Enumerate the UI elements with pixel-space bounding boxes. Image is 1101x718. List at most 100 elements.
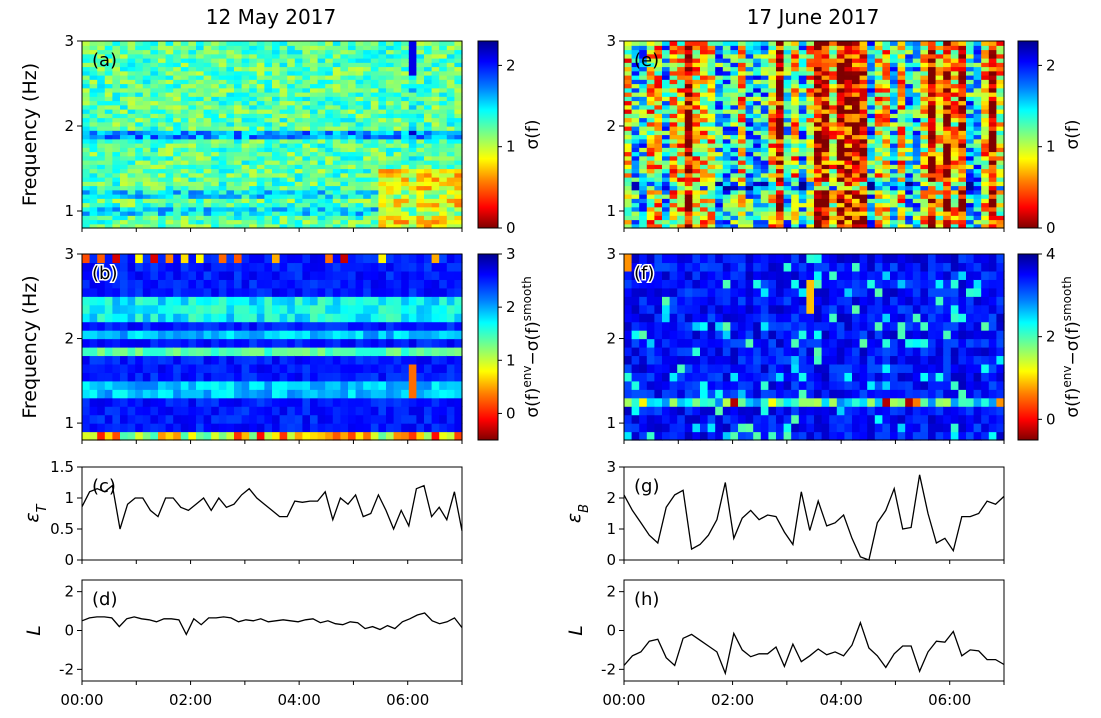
heatmap-cell bbox=[684, 49, 693, 55]
heatmap-cell bbox=[829, 164, 838, 170]
heatmap-cell bbox=[424, 406, 433, 416]
heatmap-cell bbox=[203, 198, 212, 204]
heatmap-cell bbox=[180, 313, 189, 323]
heatmap-cell bbox=[104, 138, 113, 144]
heatmap-cell bbox=[348, 62, 357, 68]
heatmap-cell bbox=[355, 414, 364, 424]
heatmap-cell bbox=[355, 104, 364, 110]
heatmap-cell bbox=[370, 181, 379, 187]
heatmap-cell bbox=[89, 198, 98, 204]
column-title-right: 17 June 2017 bbox=[747, 5, 880, 29]
heatmap-cell bbox=[287, 83, 296, 89]
heatmap-cell bbox=[82, 126, 91, 131]
heatmap-cell bbox=[340, 181, 349, 187]
heatmap-cell bbox=[446, 164, 455, 170]
heatmap-cell bbox=[241, 321, 250, 331]
heatmap-cell bbox=[226, 347, 235, 357]
heatmap-cell bbox=[165, 49, 174, 55]
heatmap-cell bbox=[874, 130, 883, 136]
heatmap-cell bbox=[325, 219, 334, 225]
heatmap-cell bbox=[294, 96, 303, 102]
heatmap-cell bbox=[692, 109, 701, 114]
heatmap-cell bbox=[829, 96, 838, 102]
heatmap-cell bbox=[378, 363, 387, 373]
heatmap-cell bbox=[378, 423, 387, 433]
heatmap-cell bbox=[416, 87, 425, 93]
heatmap-cell bbox=[279, 296, 288, 306]
heatmap-cell bbox=[89, 202, 98, 208]
heatmap-cell bbox=[180, 254, 189, 264]
heatmap-cell bbox=[188, 347, 197, 357]
heatmap-cell bbox=[226, 104, 235, 110]
heatmap-cell bbox=[768, 202, 777, 208]
heatmap-cell bbox=[272, 109, 281, 114]
heatmap-cell bbox=[287, 177, 296, 182]
heatmap-cell bbox=[158, 219, 167, 225]
heatmap-cell bbox=[662, 121, 671, 127]
heatmap-cell bbox=[424, 41, 433, 46]
heatmap-cell bbox=[310, 215, 319, 221]
heatmap-cell bbox=[378, 126, 387, 131]
heatmap-cell bbox=[745, 206, 754, 212]
heatmap-cell bbox=[287, 254, 296, 264]
heatmap-cell bbox=[662, 92, 671, 97]
heatmap-cell bbox=[203, 130, 212, 136]
heatmap-cell bbox=[165, 406, 174, 416]
heatmap-cell bbox=[310, 164, 319, 170]
heatmap-cell bbox=[416, 58, 425, 63]
heatmap-cell bbox=[874, 138, 883, 144]
heatmap-cell bbox=[158, 321, 167, 331]
heatmap-cell bbox=[120, 189, 129, 195]
heatmap-cell bbox=[684, 147, 693, 153]
heatmap-cell bbox=[226, 389, 235, 399]
heatmap-cell bbox=[302, 79, 311, 85]
heatmap-cell bbox=[715, 172, 724, 178]
heatmap-cell bbox=[325, 254, 334, 264]
heatmap-cell bbox=[867, 138, 876, 144]
heatmap-cell bbox=[363, 164, 372, 170]
heatmap-cell bbox=[829, 134, 838, 140]
heatmap-cell bbox=[112, 389, 121, 399]
heatmap-cell bbox=[332, 83, 341, 89]
heatmap-cell bbox=[112, 223, 121, 229]
heatmap-cell bbox=[325, 168, 334, 174]
heatmap-cell bbox=[844, 138, 853, 144]
heatmap-cell bbox=[112, 181, 121, 187]
heatmap-cell bbox=[287, 389, 296, 399]
heatmap-cell bbox=[669, 109, 678, 114]
heatmap-cell bbox=[120, 380, 129, 390]
heatmap-cell bbox=[378, 262, 387, 272]
heatmap-cell bbox=[287, 423, 296, 433]
heatmap-cell bbox=[302, 347, 311, 357]
heatmap-cell bbox=[294, 270, 303, 280]
heatmap-cell bbox=[127, 87, 136, 93]
heatmap-cell bbox=[135, 109, 144, 114]
heatmap-cell bbox=[700, 172, 709, 178]
heatmap-cell bbox=[454, 270, 463, 280]
heatmap-cell bbox=[692, 134, 701, 140]
heatmap-cell bbox=[104, 287, 113, 297]
heatmap-cell bbox=[867, 194, 876, 199]
heatmap-cell bbox=[287, 279, 296, 289]
heatmap-cell bbox=[363, 321, 372, 331]
heatmap-cell bbox=[715, 181, 724, 187]
heatmap-cell bbox=[639, 113, 648, 119]
heatmap-cell bbox=[135, 104, 144, 110]
heatmap-cell bbox=[401, 363, 410, 373]
heatmap-cell bbox=[272, 151, 281, 157]
heatmap-cell bbox=[89, 406, 98, 416]
heatmap-cell bbox=[700, 151, 709, 157]
heatmap-cell bbox=[340, 355, 349, 365]
heatmap-cell bbox=[112, 79, 121, 85]
heatmap-cell bbox=[355, 223, 364, 229]
heatmap-cell bbox=[416, 143, 425, 148]
heatmap-cell bbox=[355, 100, 364, 106]
heatmap-cell bbox=[424, 126, 433, 131]
heatmap-cell bbox=[852, 211, 861, 216]
heatmap-cell bbox=[112, 397, 121, 407]
heatmap-cell bbox=[798, 194, 807, 199]
heatmap-cell bbox=[722, 134, 731, 140]
heatmap-cell bbox=[753, 164, 762, 170]
heatmap-cell bbox=[287, 96, 296, 102]
heatmap-cell bbox=[776, 164, 785, 170]
